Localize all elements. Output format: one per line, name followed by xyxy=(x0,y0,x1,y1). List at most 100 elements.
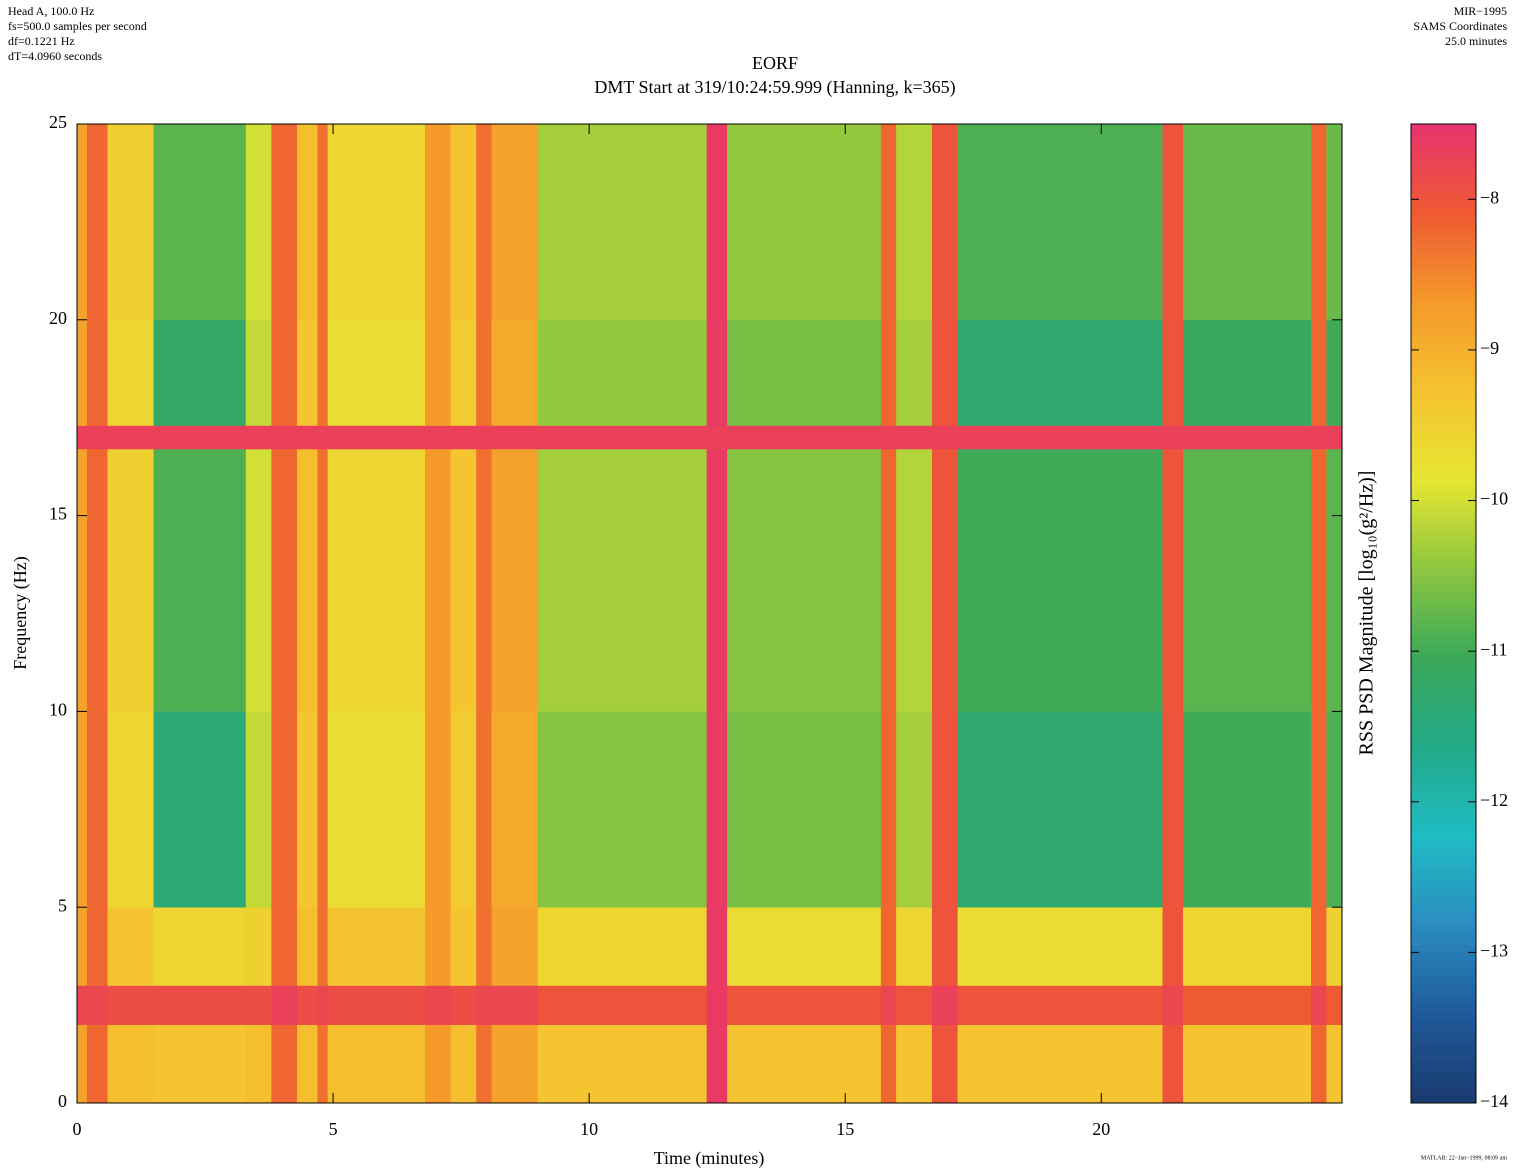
colorbar-segment xyxy=(1411,598,1476,607)
heatmap-cell xyxy=(727,1024,882,1104)
heatmap-cell xyxy=(896,906,933,986)
colorbar-segment xyxy=(1411,199,1476,208)
colorbar-segment xyxy=(1411,846,1476,855)
heatmap-cell xyxy=(317,123,329,321)
heatmap-cell xyxy=(425,985,452,1025)
colorbar-segment xyxy=(1411,425,1476,434)
x-tick-label: 20 xyxy=(1092,1119,1110,1139)
colorbar-segment xyxy=(1411,967,1476,976)
heatmap-cell xyxy=(296,425,318,450)
heatmap-cell xyxy=(491,711,539,908)
heatmap-cell xyxy=(476,906,493,986)
chart-subtitle: DMT Start at 319/10:24:59.999 (Hanning, … xyxy=(594,77,955,98)
heatmap-cell xyxy=(957,1024,1163,1104)
heatmap-cell xyxy=(491,448,539,712)
heatmap-cell xyxy=(1311,123,1327,321)
heatmap-cell xyxy=(1326,448,1343,712)
colorbar-segment xyxy=(1411,161,1476,170)
heatmap-cell xyxy=(706,448,728,712)
heatmap-cell xyxy=(317,425,329,450)
colorbar-tick-label: −11 xyxy=(1480,639,1507,659)
colorbar-segment xyxy=(1411,839,1476,848)
heatmap-cell xyxy=(706,123,728,321)
heatmap-cell xyxy=(537,985,708,1025)
colorbar-segment xyxy=(1411,139,1476,148)
colorbar-segment xyxy=(1411,485,1476,494)
heatmap-cell xyxy=(537,123,708,321)
colorbar-segment xyxy=(1411,854,1476,863)
heatmap-cell xyxy=(153,906,247,986)
colorbar-segment xyxy=(1411,154,1476,163)
colorbar-segment xyxy=(1411,756,1476,765)
colorbar-segment xyxy=(1411,621,1476,630)
heatmap-cell xyxy=(450,448,477,712)
colorbar-segment xyxy=(1411,583,1476,592)
colorbar-segment xyxy=(1411,959,1476,968)
heatmap-cell xyxy=(537,448,708,712)
colorbar-segment xyxy=(1411,779,1476,788)
heatmap-cell xyxy=(245,985,272,1025)
heatmap-cell xyxy=(296,123,318,321)
colorbar-segment xyxy=(1411,560,1476,569)
heatmap-cell xyxy=(317,319,329,426)
colorbar-tick-label: −9 xyxy=(1480,338,1499,358)
heatmap-cell xyxy=(271,906,298,986)
heatmap-cell xyxy=(1326,711,1343,908)
colorbar-segment xyxy=(1411,259,1476,268)
colorbar-segment xyxy=(1411,206,1476,215)
heatmap-cell xyxy=(1162,319,1184,426)
colorbar-segment xyxy=(1411,530,1476,539)
colorbar-segment xyxy=(1411,282,1476,291)
colorbar-segment xyxy=(1411,575,1476,584)
heatmap-cell xyxy=(727,985,882,1025)
footer: MATLAB: 22−Jan−1999, 08:09 am xyxy=(1421,1155,1507,1161)
colorbar-tick-label: −13 xyxy=(1480,941,1508,961)
colorbar-segment xyxy=(1411,1072,1476,1081)
header-right-line: SAMS Coordinates xyxy=(1413,19,1507,33)
colorbar-segment xyxy=(1411,274,1476,283)
heatmap-cell xyxy=(271,711,298,908)
heatmap-cell xyxy=(476,1024,493,1104)
heatmap-cell xyxy=(880,425,897,450)
colorbar-segment xyxy=(1411,334,1476,343)
colorbar-segment xyxy=(1411,523,1476,532)
heatmap-cell xyxy=(296,711,318,908)
heatmap-cell xyxy=(706,906,728,986)
heatmap-cell xyxy=(107,425,155,450)
colorbar-segment xyxy=(1411,1095,1476,1104)
header-left-line: fs=500.0 samples per second xyxy=(8,19,147,33)
heatmap-cell xyxy=(1326,123,1343,321)
colorbar-segment xyxy=(1411,1042,1476,1051)
heatmap-cell xyxy=(153,123,247,321)
heatmap-cell xyxy=(1182,985,1312,1025)
heatmap-cell xyxy=(706,1024,728,1104)
colorbar-segment xyxy=(1411,131,1476,140)
heatmap-cell xyxy=(245,123,272,321)
heatmap-cell xyxy=(86,425,108,450)
x-axis-label: Time (minutes) xyxy=(654,1148,765,1169)
heatmap-cell xyxy=(107,1024,155,1104)
colorbar-segment xyxy=(1411,515,1476,524)
heatmap-cell xyxy=(76,985,88,1025)
heatmap-cell xyxy=(317,985,329,1025)
colorbar-segment xyxy=(1411,741,1476,750)
heatmap-cell xyxy=(317,1024,329,1104)
colorbar-segment xyxy=(1411,462,1476,471)
heatmap-cell xyxy=(1182,906,1312,986)
colorbar-segment xyxy=(1411,304,1476,313)
colorbar-segment xyxy=(1411,733,1476,743)
heatmap-cell xyxy=(1162,711,1184,908)
colorbar-tick-label: −8 xyxy=(1480,187,1499,207)
heatmap-cell xyxy=(1326,1024,1343,1104)
heatmap-cell xyxy=(706,319,728,426)
heatmap-cell xyxy=(327,448,426,712)
colorbar-segment xyxy=(1411,628,1476,637)
colorbar-segment xyxy=(1411,447,1476,456)
colorbar-segment xyxy=(1411,831,1476,840)
heatmap-cell xyxy=(896,319,933,426)
heatmap-cell xyxy=(537,425,708,450)
heatmap-cell xyxy=(76,448,88,712)
heatmap-cell xyxy=(86,1024,108,1104)
